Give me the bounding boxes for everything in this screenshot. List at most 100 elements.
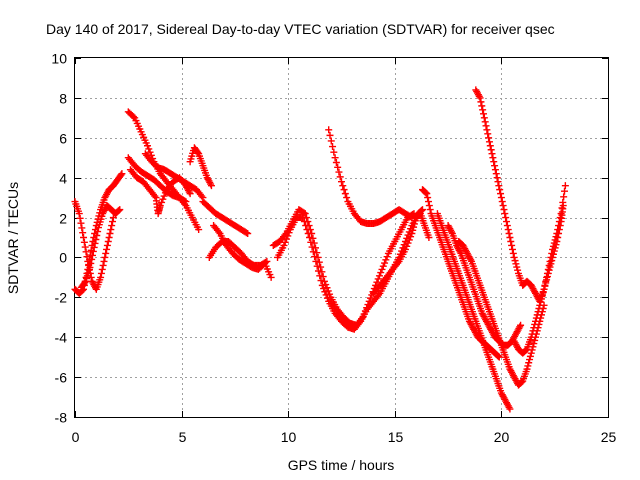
x-tick-label: 5 — [179, 429, 187, 445]
data-point — [456, 248, 464, 256]
data-point — [561, 182, 569, 190]
data-point — [425, 234, 433, 241]
data-point — [207, 182, 215, 190]
data-point — [527, 333, 535, 341]
satellite-track-1 — [71, 198, 117, 293]
data-point — [550, 247, 558, 255]
data-point — [529, 327, 537, 335]
data-point — [318, 281, 326, 289]
data-point — [375, 272, 383, 280]
data-point — [91, 239, 99, 247]
y-tick-label: -4 — [55, 330, 68, 346]
data-point — [81, 243, 89, 251]
data-point — [320, 285, 328, 293]
data-point — [492, 170, 500, 178]
data-point — [314, 253, 322, 261]
data-point — [408, 230, 416, 238]
data-point — [97, 269, 105, 277]
data-point — [104, 237, 112, 245]
data-point — [401, 245, 409, 253]
data-point — [161, 189, 169, 197]
data-point — [528, 346, 536, 354]
x-axis-label: GPS time / hours — [288, 457, 395, 473]
data-point — [549, 250, 557, 258]
data-point — [394, 259, 402, 267]
data-point — [491, 162, 499, 170]
data-point — [508, 241, 516, 249]
data-point — [143, 142, 151, 150]
data-point — [94, 228, 102, 236]
data-point — [552, 241, 560, 249]
data-point — [548, 257, 556, 265]
y-tick-label: 6 — [59, 131, 67, 147]
data-point — [87, 259, 95, 267]
data-point — [145, 145, 153, 153]
data-point — [327, 137, 335, 145]
data-point — [488, 150, 496, 158]
data-point — [500, 206, 508, 214]
data-point — [302, 222, 310, 230]
data-point — [323, 294, 331, 302]
data-point — [487, 146, 495, 154]
data-point — [98, 265, 106, 273]
satellite-track-15 — [369, 210, 433, 297]
data-point — [80, 234, 88, 241]
data-point — [99, 261, 107, 269]
data-point — [423, 190, 431, 198]
data-point — [513, 263, 521, 271]
data-point — [100, 257, 108, 265]
data-point — [467, 256, 475, 264]
data-point — [547, 260, 555, 268]
data-point — [215, 228, 223, 236]
data-point — [158, 198, 166, 206]
data-point — [499, 202, 507, 210]
data-point — [512, 260, 520, 268]
data-point — [523, 365, 531, 373]
satellite-track-14 — [325, 126, 416, 228]
data-point — [425, 202, 433, 210]
data-point — [524, 362, 532, 370]
data-point — [107, 226, 115, 234]
data-point — [90, 243, 98, 251]
data-point — [483, 126, 491, 134]
data-point — [407, 213, 415, 221]
data-point — [493, 174, 501, 182]
data-point — [506, 234, 514, 241]
data-point — [195, 226, 203, 234]
data-point — [303, 226, 311, 234]
data-point — [517, 321, 525, 329]
data-point — [82, 248, 90, 256]
data-point — [103, 245, 111, 253]
data-point — [511, 257, 519, 265]
data-point — [498, 198, 506, 206]
data-point — [497, 190, 505, 198]
data-point — [339, 182, 347, 190]
data-point — [322, 281, 330, 289]
data-point — [407, 233, 415, 241]
data-point — [115, 206, 123, 214]
data-point — [101, 253, 109, 261]
data-point — [88, 251, 96, 259]
data-point — [377, 269, 385, 277]
data-point — [355, 319, 363, 327]
data-point — [481, 118, 489, 126]
data-point — [332, 159, 340, 167]
data-point — [541, 282, 549, 290]
y-tick-label: 2 — [59, 211, 67, 227]
data-point — [324, 287, 332, 295]
data-point — [526, 356, 534, 364]
data-point — [88, 255, 96, 263]
data-point — [207, 180, 215, 188]
data-point — [537, 298, 545, 306]
data-point — [375, 291, 383, 299]
data-point — [536, 301, 544, 309]
data-point — [374, 275, 382, 283]
data-point — [531, 320, 539, 328]
data-point — [267, 273, 275, 281]
y-tick-label: -2 — [55, 290, 68, 306]
satellite-track-3 — [77, 202, 124, 291]
data-point — [319, 273, 327, 281]
data-point — [477, 98, 485, 106]
data-point — [497, 194, 505, 202]
